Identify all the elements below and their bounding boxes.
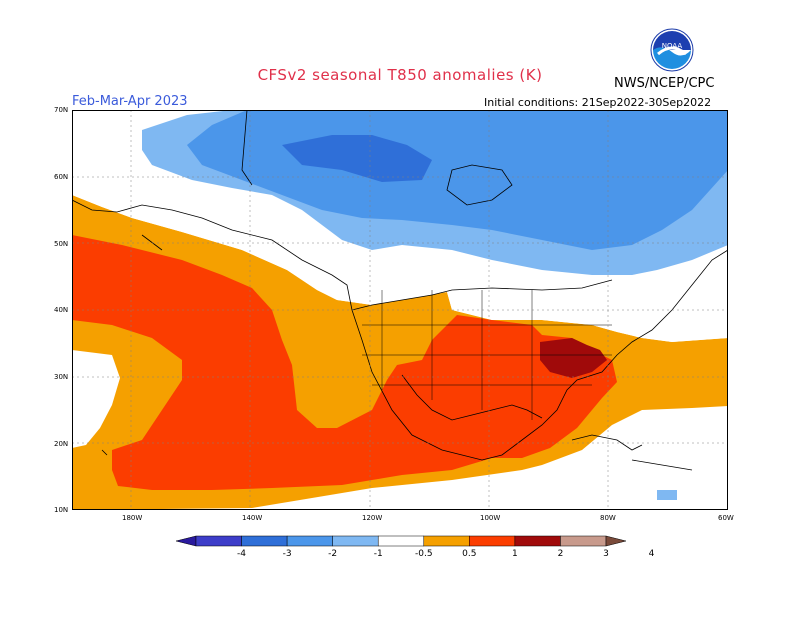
lon-label-120w: 120W <box>362 514 383 522</box>
colorbar-swatch <box>241 535 288 547</box>
colorbar-label: -3 <box>282 549 292 559</box>
colorbar-label: 2 <box>557 549 564 559</box>
graticule <box>72 110 728 510</box>
colorbar-swatch <box>176 535 197 547</box>
colorbar <box>176 535 626 547</box>
anomaly-map <box>72 110 728 510</box>
colorbar-swatch <box>195 535 242 547</box>
colorbar-swatch <box>605 535 626 547</box>
lon-label-100w: 100W <box>480 514 501 522</box>
lon-label-180w: 180W <box>122 514 143 522</box>
initial-conditions-label: Initial conditions: 21Sep2022-30Sep2022 <box>484 96 712 109</box>
noaa-logo-icon: NOAA <box>650 28 694 72</box>
lat-label-70n: 70N <box>54 106 69 114</box>
colorbar-swatch <box>286 535 333 547</box>
colorbar-swatch <box>332 535 379 547</box>
colorbar-swatch <box>377 535 425 547</box>
lon-label-140w: 140W <box>242 514 263 522</box>
colorbar-label: 1 <box>512 549 518 559</box>
map-canvas <box>72 110 728 510</box>
colorbar-swatch <box>514 535 561 547</box>
colorbar-label: 3 <box>603 549 609 559</box>
colorbar-swatch <box>560 535 607 547</box>
cool-patch-caribbean <box>657 490 677 500</box>
political-borders <box>362 290 612 420</box>
colorbar-swatch <box>423 535 470 547</box>
period-label: Feb-Mar-Apr 2023 <box>72 94 188 109</box>
org-label: NWS/NCEP/CPC <box>614 76 715 91</box>
coastlines <box>72 110 728 471</box>
lat-label-40n: 40N <box>54 306 69 314</box>
colorbar-label: 4 <box>648 549 655 559</box>
warm-anomaly-1 <box>72 235 617 490</box>
colorbar-label: -4 <box>237 549 247 559</box>
lat-label-60n: 60N <box>54 173 69 181</box>
colorbar-label: -2 <box>328 549 338 559</box>
lat-label-30n: 30N <box>54 373 69 381</box>
neutral-pacific-patch <box>72 350 120 448</box>
colorbar-label: -0.5 <box>414 549 433 559</box>
neutral-band <box>72 180 728 342</box>
colorbar-label: -1 <box>373 549 383 559</box>
lon-label-60w: 60W <box>718 514 734 522</box>
chart-title: CFSv2 seasonal T850 anomalies (K) <box>257 66 543 84</box>
lat-label-10n: 10N <box>54 506 69 514</box>
colorbar-swatch <box>469 535 516 547</box>
warm-anomaly-2 <box>540 338 607 378</box>
lon-label-80w: 80W <box>600 514 616 522</box>
colorbar-label: 0.5 <box>462 549 477 559</box>
logo-text: NOAA <box>662 42 683 50</box>
lat-label-20n: 20N <box>54 440 69 448</box>
cool-anomaly-2 <box>282 135 432 182</box>
lat-label-50n: 50N <box>54 240 69 248</box>
